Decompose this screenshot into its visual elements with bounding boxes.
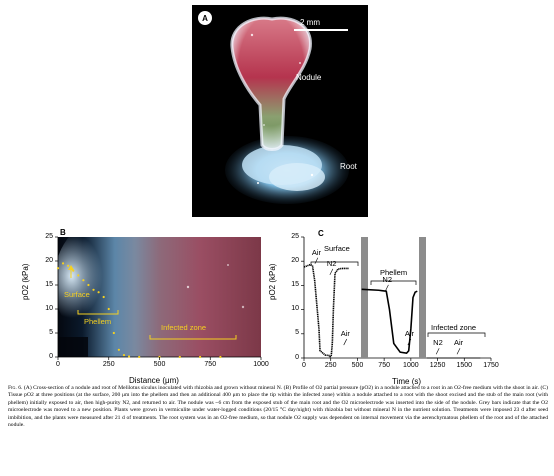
scale-bar-label: 2 mm — [300, 18, 320, 27]
panel-c-ylabel: pO2 (kPa) — [268, 263, 277, 300]
figure-caption: Fig. 6. (A) Cross-section of a nodule an… — [8, 385, 548, 429]
panel-c-gas-label: Air — [404, 329, 415, 339]
panel-c-gas-arrow — [385, 284, 389, 291]
panel-c-series-line — [303, 263, 349, 358]
panel-b-point — [102, 295, 105, 299]
panel-b-point — [56, 267, 60, 270]
panel-c-xlabel: Time (s) — [392, 377, 422, 386]
panel-b-point — [82, 279, 85, 282]
phellem-annotation: Phellem — [84, 317, 112, 326]
panel-b-point — [107, 307, 110, 311]
panel-c-x-tick-label: 0 — [302, 362, 306, 369]
panel-b-point — [92, 288, 95, 291]
panel-b-point — [122, 353, 126, 357]
panel-c-gas-label: Air — [340, 329, 350, 339]
panel-b-x-tick-label: 0 — [56, 361, 60, 368]
panel-c-y-tick-label: 5 — [295, 329, 299, 337]
panel-b-y-tick-label: 15 — [45, 280, 53, 288]
panel-a-label: A — [198, 11, 212, 25]
panel-c-x-tick-label: 1500 — [456, 362, 473, 369]
panel-c-y-tick-label: 20 — [291, 256, 299, 264]
panel-b-annotations — [68, 265, 237, 340]
panel-b-x-tick-label: 1000 — [253, 361, 269, 368]
panel-c-gas-arrow — [456, 348, 461, 355]
surface-bracket — [310, 261, 359, 266]
panel-c-gas-arrow — [407, 338, 412, 346]
nodule-micrograph — [58, 237, 261, 357]
panel-b-series — [56, 262, 222, 359]
panel-c-gas-arrow — [435, 348, 440, 355]
root-label: Root — [340, 162, 357, 171]
panel-c-x-tick-label: 250 — [324, 362, 337, 369]
phellem-bracket-c — [370, 280, 417, 285]
panel-b-point — [112, 331, 115, 335]
infected-bracket-c — [427, 332, 486, 337]
panel-b-point — [199, 355, 202, 359]
panel-b-ylabel: pO2 (kPa) — [21, 263, 30, 300]
surface-section-label: Surface — [324, 244, 350, 253]
panel-b-y-tick-label: 0 — [49, 352, 53, 360]
phellem-section-label: Phellem — [380, 268, 408, 277]
panel-b-xlabel: Distance (μm) — [129, 376, 179, 385]
panel-c-arrows — [314, 257, 461, 355]
grey-bar-2 — [419, 237, 426, 358]
infected-bracket — [149, 335, 237, 340]
panel-c-x-tick-label: 1250 — [429, 362, 446, 369]
scale-bar — [294, 29, 348, 31]
infected-zone-annotation: Infected zone — [161, 323, 207, 332]
panel-b-point — [127, 355, 131, 358]
panel-c-y-tick-label: 0 — [295, 353, 299, 361]
panel-c-y-tick-label: 15 — [291, 280, 299, 288]
surface-arrowhead — [68, 265, 74, 270]
panel-c-label: C — [318, 229, 324, 238]
caption-figure-number: Fig. 6. — [8, 385, 23, 391]
panel-c-gas-label: N2 — [382, 274, 392, 284]
panel-c-gas-label: N2 — [326, 258, 337, 268]
panel-c-series-line — [361, 288, 418, 355]
panel-b-y-tick-label: 10 — [45, 304, 53, 312]
panel-b-y-tick-label: 20 — [45, 256, 53, 264]
panel-c-series — [303, 263, 481, 359]
panel-c-gas-arrow — [329, 268, 334, 276]
panel-c-x-tick-label: 1750 — [483, 362, 499, 369]
panel-b-x-tick-label: 500 — [153, 361, 166, 368]
panel-b-x-tick-label: 750 — [204, 361, 217, 368]
panel-b-point — [117, 348, 120, 351]
phellem-bracket — [77, 310, 119, 315]
panel-b-label: B — [60, 228, 66, 237]
panel-c-y-tick-label: 25 — [291, 232, 299, 240]
panel-c-y-tick-label: 10 — [291, 305, 299, 313]
panel-c-gas-label: Air — [311, 247, 322, 257]
nodule-label: Nodule — [296, 73, 322, 82]
panel-c-x-tick-label: 1000 — [403, 362, 419, 369]
panel-b-point — [67, 264, 70, 267]
panel-c-x-tick-label: 500 — [351, 362, 364, 369]
panel-b-point — [138, 355, 141, 359]
panel-c-gas-label: N2 — [433, 338, 443, 348]
nodule-root-image — [225, 16, 349, 204]
panel-b-x-tick-label: 250 — [102, 361, 115, 368]
panel-b-point — [61, 262, 65, 265]
grey-bar-1 — [361, 237, 368, 358]
panel-b-y-tick-label: 5 — [49, 328, 53, 336]
panel-b-point — [87, 283, 90, 287]
panel-c-x-tick-label: 750 — [378, 362, 390, 369]
panel-b-point — [97, 291, 100, 294]
caption-text: (A) Cross-section of a nodule and root o… — [8, 385, 548, 429]
panel-c-gas-arrow — [343, 338, 348, 346]
surface-annotation: Surface — [64, 290, 90, 299]
nodule-photograph — [192, 5, 368, 217]
panel-b-point — [72, 269, 75, 272]
panel-c-gas-label: Air — [454, 338, 464, 348]
micrograph-background — [58, 237, 261, 357]
infected-section-label: Infected zone — [431, 323, 477, 332]
panel-b-point — [219, 355, 222, 359]
panel-b-point — [77, 274, 80, 277]
panel-c-gas-arrow — [314, 257, 319, 264]
panel-b-y-tick-label: 25 — [45, 232, 53, 240]
panel-b-point — [178, 355, 181, 359]
